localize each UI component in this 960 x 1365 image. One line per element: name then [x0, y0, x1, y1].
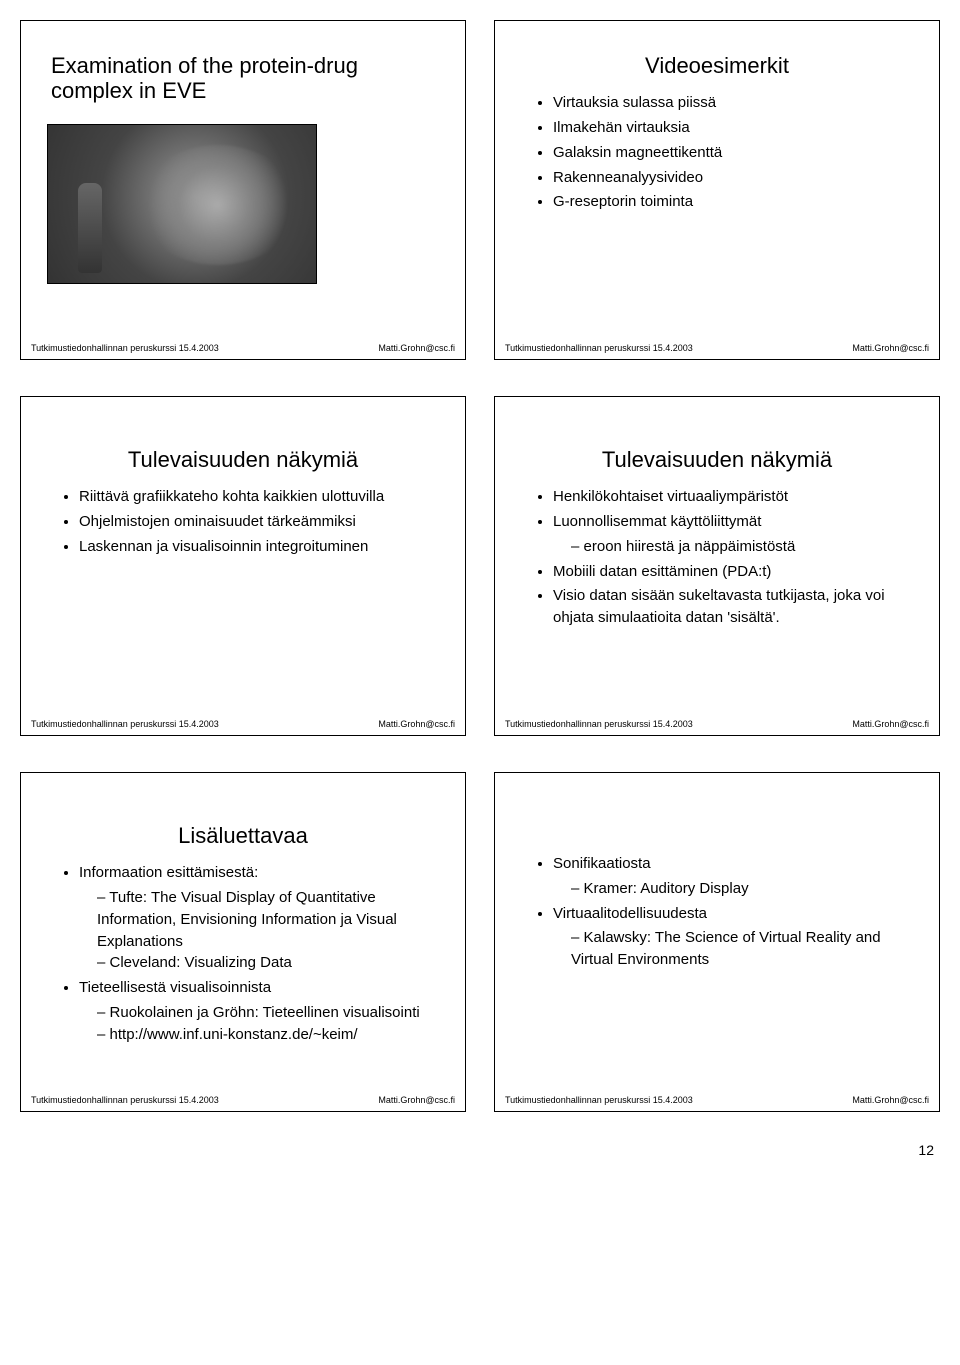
list-item: Sonifikaatiosta Kramer: Auditory Display [553, 853, 915, 900]
sub-list: eroon hiirestä ja näppäimistöstä [553, 536, 915, 558]
footer-right: Matti.Grohn@csc.fi [852, 343, 929, 353]
footer-left: Tutkimustiedonhallinnan peruskurssi 15.4… [505, 343, 693, 353]
slide-5: Lisäluettavaa Informaation esittämisestä… [20, 772, 466, 1112]
list-item: Visio datan sisään sukeltavasta tutkijas… [553, 585, 915, 629]
bullet-list: Henkilökohtaiset virtuaaliympäristöt Luo… [519, 486, 915, 632]
footer-right: Matti.Grohn@csc.fi [378, 343, 455, 353]
slide-footer: Tutkimustiedonhallinnan peruskurssi 15.4… [505, 1095, 929, 1105]
list-item: Galaksin magneettikenttä [553, 142, 915, 164]
item-text: Informaation esittämisestä: [79, 864, 258, 881]
sub-item: eroon hiirestä ja näppäimistöstä [571, 536, 915, 558]
bullet-list: Informaation esittämisestä: Tufte: The V… [45, 862, 441, 1048]
slide-title: Lisäluettavaa [45, 823, 441, 848]
slide-title: Videoesimerkit [519, 53, 915, 78]
slide-title: Tulevaisuuden näkymiä [45, 447, 441, 472]
item-text: Sonifikaatiosta [553, 855, 651, 872]
slide-6: Sonifikaatiosta Kramer: Auditory Display… [494, 772, 940, 1112]
item-text: Virtuaalitodellisuudesta [553, 905, 707, 922]
slide-footer: Tutkimustiedonhallinnan peruskurssi 15.4… [505, 343, 929, 353]
item-text: Mobiili datan esittäminen (PDA:t) [553, 563, 771, 580]
list-item: Virtauksia sulassa piissä [553, 92, 915, 114]
sub-item: Kramer: Auditory Display [571, 878, 915, 900]
item-text: Visio datan sisään sukeltavasta tutkijas… [553, 587, 885, 626]
list-item: Henkilökohtaiset virtuaaliympäristöt [553, 486, 915, 508]
footer-right: Matti.Grohn@csc.fi [378, 1095, 455, 1105]
list-item: Laskennan ja visualisoinnin integroitumi… [79, 536, 441, 558]
slide-1: Examination of the protein-drug complex … [20, 20, 466, 360]
bullet-list: Virtauksia sulassa piissä Ilmakehän virt… [519, 92, 915, 216]
slide-footer: Tutkimustiedonhallinnan peruskurssi 15.4… [505, 719, 929, 729]
footer-left: Tutkimustiedonhallinnan peruskurssi 15.4… [31, 1095, 219, 1105]
slide-footer: Tutkimustiedonhallinnan peruskurssi 15.4… [31, 343, 455, 353]
list-item: Ilmakehän virtauksia [553, 117, 915, 139]
item-text: Henkilökohtaiset virtuaaliympäristöt [553, 488, 788, 505]
slide-image [47, 124, 317, 284]
sub-item: http://www.inf.uni-konstanz.de/~keim/ [97, 1024, 441, 1046]
list-item: Virtuaalitodellisuudesta Kalawsky: The S… [553, 903, 915, 971]
slide-2: Videoesimerkit Virtauksia sulassa piissä… [494, 20, 940, 360]
bullet-list: Sonifikaatiosta Kramer: Auditory Display… [519, 853, 915, 974]
list-item: Riittävä grafiikkateho kohta kaikkien ul… [79, 486, 441, 508]
list-item: Informaation esittämisestä: Tufte: The V… [79, 862, 441, 974]
item-text: Tieteellisestä visualisoinnista [79, 979, 271, 996]
list-item: Luonnollisemmat käyttöliittymät eroon hi… [553, 511, 915, 558]
sub-item: Cleveland: Visualizing Data [97, 952, 441, 974]
slide-title: Examination of the protein-drug complex … [45, 53, 441, 104]
sub-list: Ruokolainen ja Gröhn: Tieteellinen visua… [79, 1002, 441, 1046]
page-number: 12 [20, 1142, 940, 1158]
slide-footer: Tutkimustiedonhallinnan peruskurssi 15.4… [31, 719, 455, 729]
footer-left: Tutkimustiedonhallinnan peruskurssi 15.4… [31, 719, 219, 729]
slide-3: Tulevaisuuden näkymiä Riittävä grafiikka… [20, 396, 466, 736]
sub-list: Kalawsky: The Science of Virtual Reality… [553, 927, 915, 971]
footer-right: Matti.Grohn@csc.fi [378, 719, 455, 729]
bullet-list: Riittävä grafiikkateho kohta kaikkien ul… [45, 486, 441, 560]
slide-4: Tulevaisuuden näkymiä Henkilökohtaiset v… [494, 396, 940, 736]
slide-footer: Tutkimustiedonhallinnan peruskurssi 15.4… [31, 1095, 455, 1105]
list-item: G-reseptorin toiminta [553, 191, 915, 213]
sub-item: Kalawsky: The Science of Virtual Reality… [571, 927, 915, 971]
list-item: Mobiili datan esittäminen (PDA:t) [553, 561, 915, 583]
sub-list: Kramer: Auditory Display [553, 878, 915, 900]
footer-left: Tutkimustiedonhallinnan peruskurssi 15.4… [31, 343, 219, 353]
footer-left: Tutkimustiedonhallinnan peruskurssi 15.4… [505, 1095, 693, 1105]
sub-list: Tufte: The Visual Display of Quantitativ… [79, 887, 441, 974]
sub-item: Ruokolainen ja Gröhn: Tieteellinen visua… [97, 1002, 441, 1024]
sub-item: Tufte: The Visual Display of Quantitativ… [97, 887, 441, 952]
slide-title: Tulevaisuuden näkymiä [519, 447, 915, 472]
list-item: Tieteellisestä visualisoinnista Ruokolai… [79, 977, 441, 1045]
list-item: Ohjelmistojen ominaisuudet tärkeämmiksi [79, 511, 441, 533]
footer-right: Matti.Grohn@csc.fi [852, 1095, 929, 1105]
item-text: Luonnollisemmat käyttöliittymät [553, 513, 761, 530]
footer-right: Matti.Grohn@csc.fi [852, 719, 929, 729]
footer-left: Tutkimustiedonhallinnan peruskurssi 15.4… [505, 719, 693, 729]
list-item: Rakenneanalyysivideo [553, 167, 915, 189]
slide-grid: Examination of the protein-drug complex … [20, 20, 940, 1112]
